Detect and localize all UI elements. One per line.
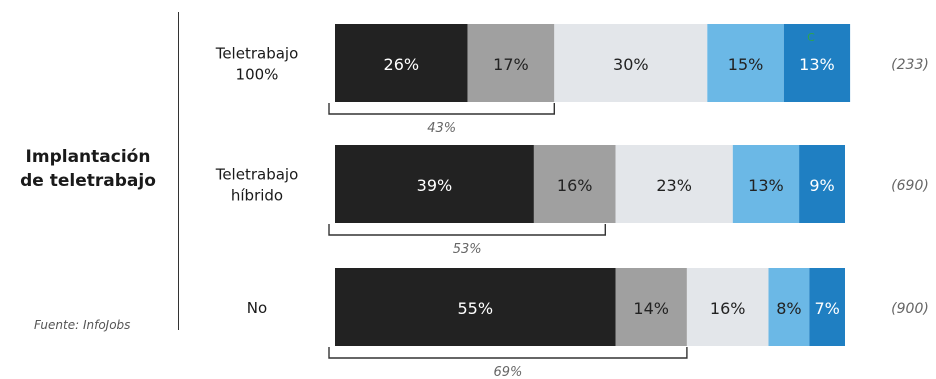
- data-label: 13%: [748, 176, 784, 195]
- bar-segment: [768, 268, 810, 346]
- data-label: 26%: [384, 55, 420, 74]
- data-label: 14%: [633, 299, 669, 318]
- bracket-label: 53%: [453, 242, 482, 257]
- bar-segment: [335, 24, 468, 102]
- data-label: 55%: [457, 299, 493, 318]
- side-title-line-2: de teletrabajo: [20, 171, 156, 191]
- chart-side-title: Implantación de teletrabajo: [8, 145, 168, 193]
- bracket: [328, 347, 688, 359]
- data-label: 8%: [776, 299, 801, 318]
- category-label: Teletrabajo: [215, 45, 299, 63]
- vertical-divider: [178, 12, 179, 330]
- bar-segment: [686, 268, 769, 346]
- bar-segment: [533, 145, 616, 223]
- data-label: 17%: [493, 55, 529, 74]
- data-label: 13%: [799, 55, 835, 74]
- data-label: 16%: [710, 299, 746, 318]
- bar-segment: [707, 24, 784, 102]
- data-label: 23%: [656, 176, 692, 195]
- bracket-label: 43%: [427, 121, 456, 136]
- bar-segment: [467, 24, 555, 102]
- category-label: 100%: [236, 66, 279, 84]
- bracket-label: 69%: [493, 365, 522, 379]
- bar-segment: [799, 145, 845, 223]
- data-label: 15%: [728, 55, 764, 74]
- bar-segment: [809, 268, 845, 346]
- bar-segment: [732, 145, 800, 223]
- data-label: 39%: [417, 176, 453, 195]
- bar-segment: [335, 268, 616, 346]
- data-label: 30%: [613, 55, 649, 74]
- source-note: Fuente: InfoJobs: [34, 318, 131, 332]
- data-label: 16%: [557, 176, 593, 195]
- sample-count: (233): [891, 57, 929, 73]
- category-label: Teletrabajo: [215, 166, 299, 184]
- sample-count: (690): [891, 178, 929, 194]
- bar-segment: [335, 145, 534, 223]
- bar-segment: [615, 145, 733, 223]
- sample-count: (900): [891, 301, 929, 317]
- stray-mark: C: [807, 31, 815, 44]
- data-label: 9%: [809, 176, 834, 195]
- side-title-line-1: Implantación: [25, 147, 151, 167]
- bar-segment: [615, 268, 687, 346]
- category-label: híbrido: [231, 187, 283, 205]
- bracket: [328, 224, 606, 236]
- data-label: 7%: [814, 299, 839, 318]
- bracket: [328, 103, 555, 115]
- bar-segment: [554, 24, 708, 102]
- category-label: No: [247, 299, 267, 317]
- bar-segment: [783, 24, 851, 102]
